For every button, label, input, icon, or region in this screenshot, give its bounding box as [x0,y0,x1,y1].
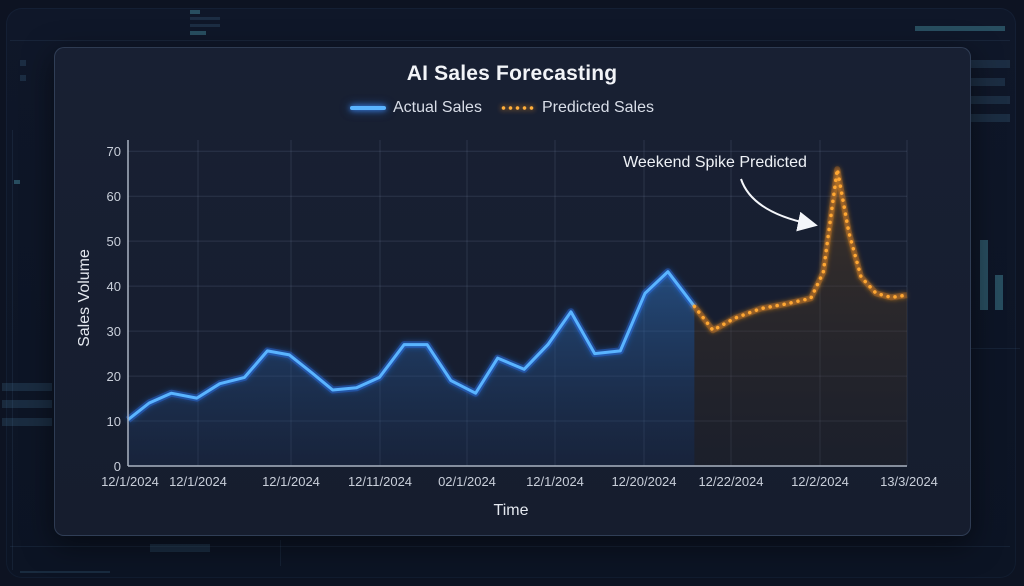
y-tick-label: 40 [107,279,121,294]
legend-label-actual: Actual Sales [393,99,482,116]
legend-item-actual[interactable]: Actual Sales [350,99,482,117]
x-tick-label: 12/22/2024 [698,474,763,489]
y-tick-label: 10 [107,414,121,429]
spike-annotation: Weekend Spike Predicted [623,154,818,232]
series-predicted [692,166,909,334]
chart-legend: Actual Sales Predicted Sales [350,99,672,117]
x-tick-label: 12/2/2024 [791,474,849,489]
x-tick-label: 12/11/2024 [348,474,412,489]
dotted-line-icon [499,106,534,110]
y-tick-label: 0 [114,459,121,474]
predicted-area [694,169,907,466]
y-tick-label: 20 [107,369,121,384]
x-axis-title: Time [494,502,529,519]
annotation-text: Weekend Spike Predicted [623,154,807,171]
area-fills [128,169,907,466]
y-tick-label: 60 [107,189,121,204]
predicted-sales-line [692,167,909,332]
actual-sales-line [127,270,696,421]
y-tick-label: 50 [107,234,121,249]
x-tick-label: 13/3/2024 [880,474,938,489]
x-tick-label: 12/20/2024 [611,474,676,489]
x-tick-label: 12/1/2024 [262,474,320,489]
legend-item-predicted[interactable]: Predicted Sales [499,99,654,117]
y-tick-label: 70 [107,144,121,159]
axes: 0 10 20 30 40 50 60 70 12/1/2024 12/1/2024 12/1/20… [101,140,938,489]
x-tick-label: 12/1/2024 [169,474,227,489]
legend-label-predicted: Predicted Sales [541,99,654,116]
x-tick-label: 12/1/2024 [101,474,159,489]
chart-title: AI Sales Forecasting [406,62,618,85]
y-axis-title: Sales Volume [76,249,93,347]
solid-line-icon [350,106,386,110]
actual-area [128,271,695,466]
series-actual [125,268,698,423]
x-tick-label: 12/1/2024 [526,474,584,489]
annotation-arrow-icon [740,178,818,232]
x-tick-label: 02/1/2024 [438,474,496,489]
y-tick-label: 30 [107,324,121,339]
